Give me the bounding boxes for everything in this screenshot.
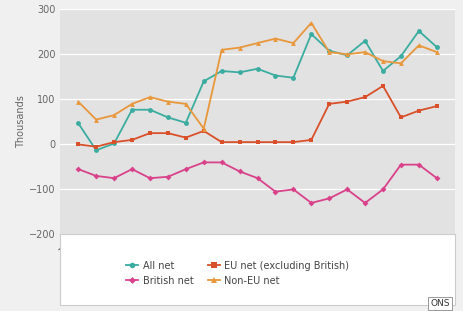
Legend: All net, British net, EU net (excluding British), Non-EU net: All net, British net, EU net (excluding … <box>122 257 353 290</box>
Y-axis label: Thousands: Thousands <box>16 95 26 148</box>
X-axis label: Year: Year <box>243 281 271 292</box>
Text: ONS: ONS <box>430 299 449 308</box>
